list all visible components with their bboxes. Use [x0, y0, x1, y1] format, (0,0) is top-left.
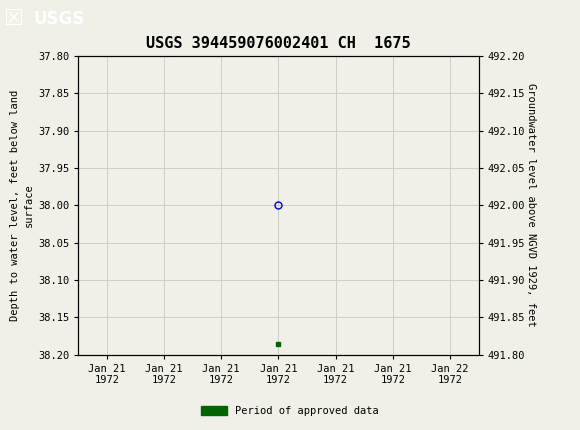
Y-axis label: Depth to water level, feet below land
surface: Depth to water level, feet below land su…: [10, 90, 34, 321]
Text: USGS: USGS: [34, 10, 85, 28]
Y-axis label: Groundwater level above NGVD 1929, feet: Groundwater level above NGVD 1929, feet: [526, 83, 536, 327]
Legend: Period of approved data: Period of approved data: [197, 402, 383, 421]
Title: USGS 394459076002401 CH  1675: USGS 394459076002401 CH 1675: [146, 36, 411, 51]
Text: ☒: ☒: [3, 9, 23, 29]
